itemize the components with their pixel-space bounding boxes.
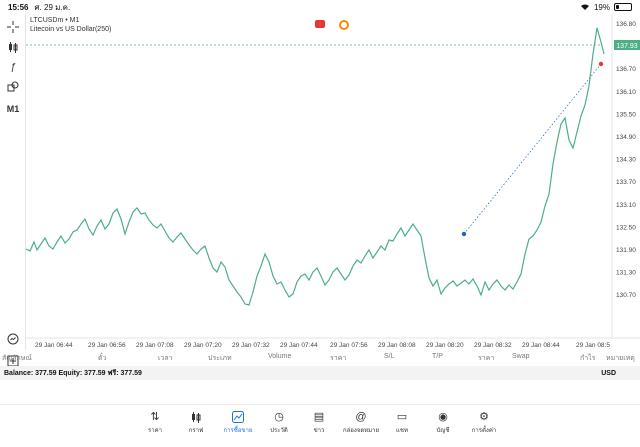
settings-icon: ⚙ (479, 411, 489, 423)
status-bar: 15:56 ศ. 29 ม.ค. 19% (0, 0, 640, 14)
current-price-badge (614, 40, 640, 50)
column-price-current[interactable]: ราคา (478, 355, 495, 362)
tab-label: การซื้อขาย (223, 428, 253, 434)
time-tick-label: 29 Jan 07:20 (184, 342, 222, 349)
chart-grid (26, 14, 640, 339)
exit-point-marker (598, 61, 604, 67)
time-tick-label: 29 Jan 06:44 (35, 342, 73, 349)
time-tick-label: 29 Jan 08:32 (474, 342, 512, 349)
sell-chip-icon[interactable] (315, 20, 325, 28)
column-swap[interactable]: Swap (512, 353, 530, 360)
history-icon: ◷ (274, 411, 284, 423)
quotes-icon: ⇅ (150, 411, 160, 423)
symbol-title: LTCUSDm • M1 (30, 17, 80, 24)
news-icon: ▤ (313, 411, 325, 423)
tab-label: บัญชี (436, 428, 450, 434)
candles-icon[interactable] (4, 38, 22, 56)
column-profit[interactable]: กำไร (580, 355, 596, 362)
balance-currency: USD (601, 369, 616, 377)
tab-account[interactable]: ◉ บัญชี (421, 409, 465, 435)
tab-label: ประวัติ (270, 428, 288, 434)
price-tick-label: 130.70 (616, 292, 636, 299)
price-tick-label: 132.50 (616, 224, 636, 231)
crosshair-icon[interactable] (4, 18, 22, 36)
tab-label: กล่องจดหมาย (342, 428, 380, 434)
balance-text: Balance: 377.59 Equity: 377.59 ฟรี: 377.… (4, 369, 142, 377)
price-chart[interactable]: 136.80137.30136.70136.10135.50134.90134.… (26, 14, 640, 350)
tab-chart[interactable]: กราฟ (174, 409, 218, 435)
history-chip-icon[interactable] (339, 20, 349, 30)
price-tick-label: 131.90 (616, 247, 636, 254)
wifi-icon (580, 4, 589, 10)
time-tick-label: 29 Jan 07:44 (280, 342, 318, 349)
tab-settings[interactable]: ⚙ การตั้งค่า (462, 409, 506, 435)
price-tick-label: 134.90 (616, 134, 636, 141)
column-price[interactable]: ราคา (330, 355, 347, 362)
battery-percent: 19% (593, 2, 610, 12)
price-tick-label: 134.30 (616, 157, 636, 164)
tab-label: ราคา (148, 428, 162, 434)
time-tick-label: 29 Jan 08:44 (522, 342, 560, 349)
tab-label: กราฟ (188, 428, 204, 434)
price-tick-label: 136.10 (616, 89, 636, 96)
time-tick-label: 29 Jan 07:32 (232, 342, 270, 349)
time-tick-label: 29 Jan 08:08 (378, 342, 416, 349)
balance-row: Balance: 377.59 Equity: 377.59 ฟรี: 377.… (0, 366, 640, 380)
tab-label: ข่าว (313, 428, 325, 434)
time-tick-label: 29 Jan 07:08 (136, 342, 174, 349)
time-tick-label: 29 Jan 06:56 (88, 342, 126, 349)
chat-icon: ▭ (396, 411, 408, 423)
battery-icon (614, 3, 632, 11)
entry-point-marker (461, 231, 467, 237)
current-price-label: 137.93 (616, 43, 638, 50)
chart-icon (174, 409, 218, 425)
price-tick-label: 133.10 (616, 202, 636, 209)
column-ticket[interactable]: ตั๋ว (98, 355, 107, 362)
column-note[interactable]: หมายเหตุ (606, 355, 635, 362)
timeframe-button[interactable]: M1 (6, 104, 20, 114)
mailbox-icon: @ (355, 411, 367, 423)
price-tick-label: 135.50 (616, 111, 636, 118)
status-time: 15:56 (8, 2, 29, 12)
price-tick-label: 136.70 (616, 66, 636, 73)
time-axis: 29 Jan 06:44 29 Jan 06:56 29 Jan 07:08 29 J… (35, 342, 610, 349)
price-tick-label: 136.80 (616, 21, 636, 28)
tab-news[interactable]: ▤ ข่าว (297, 409, 341, 435)
column-type[interactable]: ประเภท (208, 355, 232, 362)
bottom-tab-bar: ⇅ ราคา กราฟ การซื้อขาย ◷ ประวัติ ▤ ข่าว … (0, 404, 640, 447)
price-axis: 136.80137.30136.70136.10135.50134.90134.… (616, 21, 636, 299)
shapes-icon[interactable] (4, 78, 22, 96)
tab-trade[interactable]: การซื้อขาย (216, 409, 260, 435)
tab-label: แชท (396, 428, 408, 434)
status-date: ศ. 29 ม.ค. (34, 2, 71, 12)
zoom-icon[interactable] (4, 330, 22, 348)
tab-mailbox[interactable]: @ กล่องจดหมาย (339, 409, 383, 435)
chart-toolbar: ƒ M1 (0, 14, 26, 367)
time-tick-label: 29 Jan 07:56 (330, 342, 368, 349)
function-icon[interactable]: ƒ (10, 61, 16, 73)
trade-icon (216, 409, 260, 425)
tab-quotes[interactable]: ⇅ ราคา (133, 409, 177, 435)
price-tick-label: 133.70 (616, 179, 636, 186)
chart-canvas[interactable]: 136.80137.30136.70136.10135.50134.90134.… (26, 14, 640, 350)
symbol-description: Litecoin vs US Dollar(250) (30, 26, 112, 33)
trade-link-line (463, 63, 602, 235)
tab-history[interactable]: ◷ ประวัติ (257, 409, 301, 435)
tab-chat[interactable]: ▭ แชท (380, 409, 424, 435)
column-symbol[interactable]: สัญลักษณ์ (2, 355, 32, 362)
price-line-series (26, 27, 605, 306)
chart-symbol-info: LTCUSDm • M1 Litecoin vs US Dollar(250) (30, 16, 111, 34)
account-icon: ◉ (438, 411, 448, 423)
time-tick-label: 29 Jan 08:5 (576, 342, 610, 349)
column-sl[interactable]: S/L (384, 353, 395, 360)
time-tick-label: 29 Jan 08:20 (426, 342, 464, 349)
column-time[interactable]: เวลา (158, 355, 173, 362)
column-tp[interactable]: T/P (432, 353, 443, 360)
price-tick-label: 131.30 (616, 270, 636, 277)
tab-label: การตั้งค่า (471, 428, 497, 434)
trade-table-header: สัญลักษณ์ ตั๋ว เวลา ประเภท Volume ราคา S… (0, 352, 640, 364)
column-volume[interactable]: Volume (268, 353, 292, 360)
